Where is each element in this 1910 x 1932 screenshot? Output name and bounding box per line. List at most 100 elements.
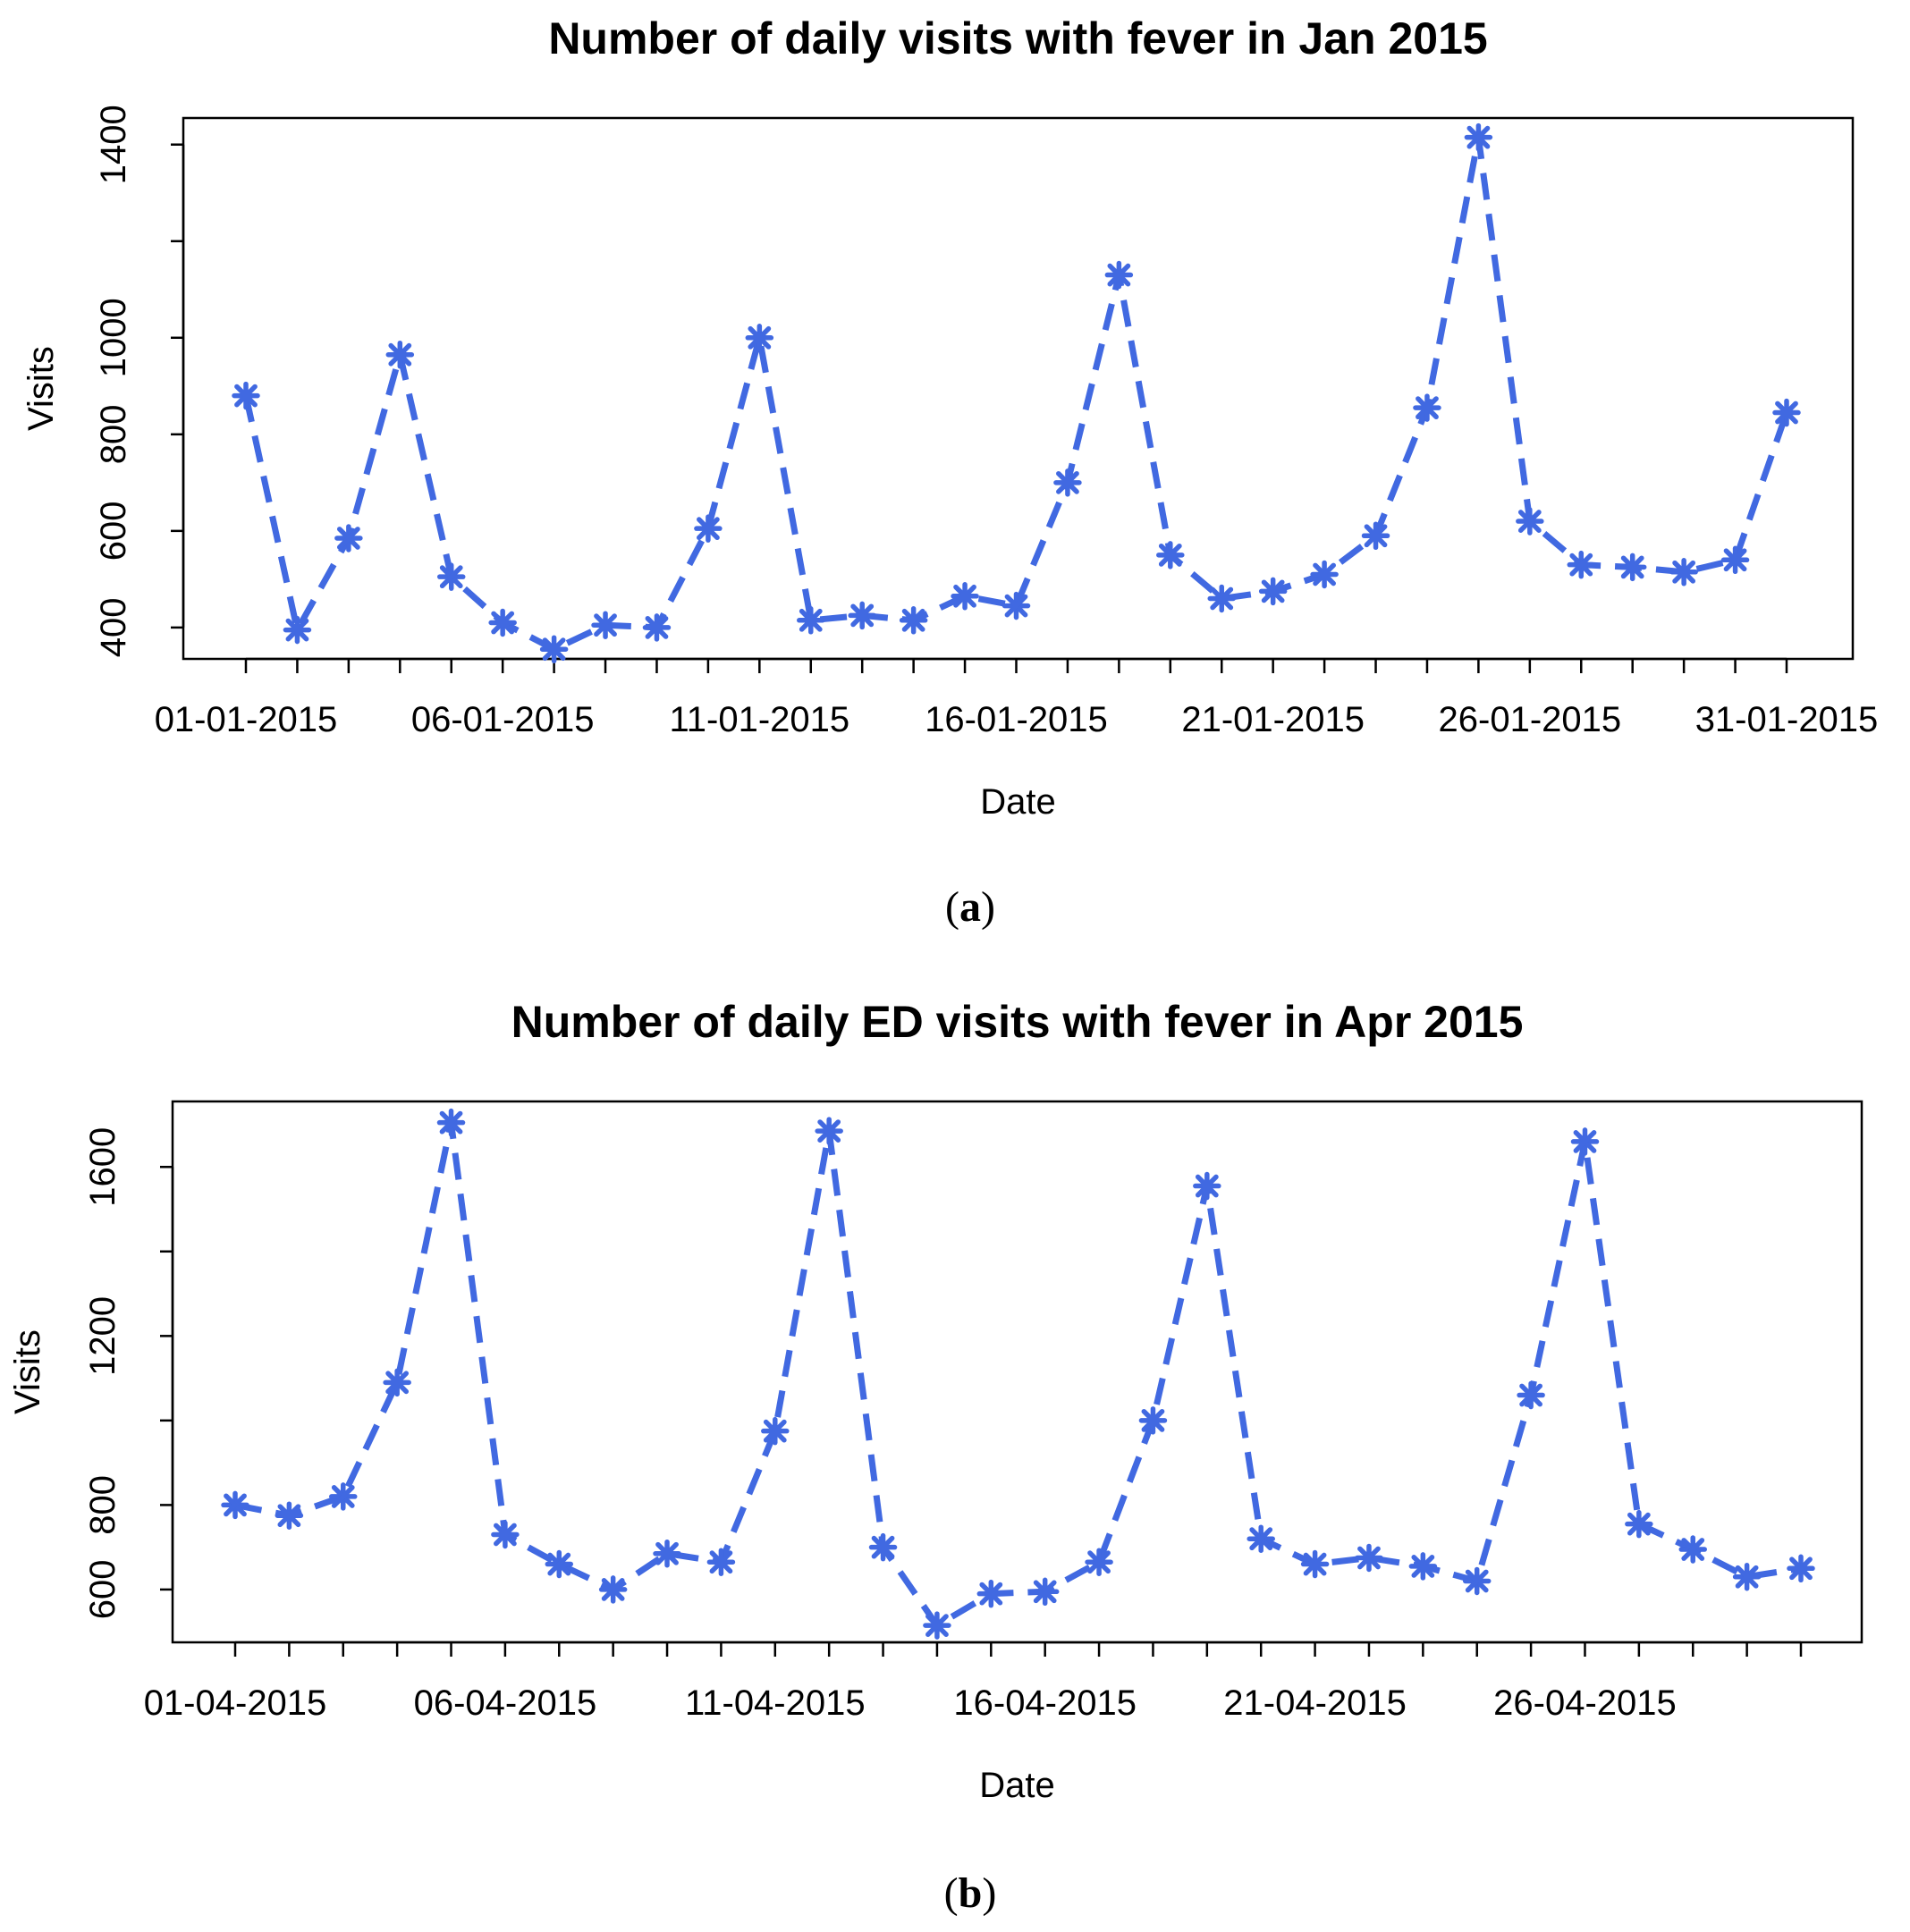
data-point (951, 582, 979, 611)
data-point (545, 1549, 574, 1579)
y-axis: 600 800 1200 1600 (83, 1127, 174, 1620)
y-axis-title: Visits (8, 1329, 47, 1414)
data-point (334, 524, 363, 553)
data-point (1678, 1535, 1707, 1564)
data-point (1625, 1509, 1653, 1539)
panel-label: (a) (945, 883, 995, 931)
data-point (491, 1520, 520, 1549)
data-point (1732, 1562, 1762, 1591)
data-point (1193, 1171, 1221, 1201)
data-point (1408, 1552, 1438, 1581)
y-tick-label: 400 (94, 598, 133, 658)
x-axis-title: Date (979, 1766, 1055, 1805)
data-point (1618, 553, 1647, 582)
data-point (436, 562, 466, 591)
x-tick-label: 31-01-2015 (1695, 700, 1879, 739)
chart-a: Number of daily visits with fever in Jan… (21, 13, 1878, 931)
data-point (1085, 1548, 1113, 1576)
x-tick-label: 11-01-2015 (670, 700, 850, 739)
y-axis-title: Visits (21, 346, 61, 431)
data-point (598, 1575, 628, 1604)
x-tick-label: 01-01-2015 (155, 700, 338, 739)
data-point (899, 606, 928, 635)
data-point (1570, 1127, 1600, 1156)
data-point (1787, 1554, 1815, 1583)
data-point (1669, 558, 1698, 586)
x-tick-label: 16-01-2015 (925, 700, 1108, 739)
data-point (706, 1548, 736, 1576)
y-tick-label: 1600 (83, 1127, 123, 1207)
data-point (436, 1108, 466, 1137)
data-point (329, 1482, 358, 1511)
data-point (1300, 1549, 1330, 1579)
x-tick-label: 21-04-2015 (1223, 1683, 1407, 1723)
data-point (1355, 1543, 1383, 1573)
data-point (976, 1579, 1006, 1608)
x-tick-label: 21-01-2015 (1181, 700, 1365, 739)
y-axis: 400 600 800 1000 1400 (94, 105, 185, 658)
data-point (1156, 541, 1185, 569)
data-point (1772, 398, 1801, 427)
data-point (1361, 521, 1390, 551)
x-axis-title: Date (980, 782, 1056, 822)
x-axis: 01-04-2015 06-04-2015 11-04-2015 16-04-2015… (144, 1641, 1803, 1723)
data-point (1464, 122, 1493, 152)
y-tick-label: 600 (83, 1560, 123, 1620)
y-tick-label: 1200 (83, 1296, 123, 1376)
data-point (1516, 507, 1544, 536)
x-tick-label: 06-01-2015 (411, 700, 595, 739)
data-point (694, 514, 723, 543)
data-point (488, 608, 517, 637)
y-tick-label: 1000 (94, 298, 133, 377)
panel-letter: b (959, 1869, 983, 1917)
data-point (1104, 260, 1134, 290)
data-point (761, 1416, 790, 1446)
data-point (1258, 577, 1288, 606)
data-point (1517, 1380, 1545, 1410)
series-line (234, 1119, 1802, 1629)
x-tick-label: 16-04-2015 (953, 1683, 1137, 1723)
data-point (1720, 545, 1750, 575)
data-point (539, 635, 569, 663)
data-point (653, 1539, 681, 1568)
data-point (1207, 584, 1236, 613)
data-point (1138, 1406, 1168, 1435)
panel-letter: a (959, 883, 981, 931)
y-tick-label: 800 (94, 404, 133, 464)
data-point (797, 606, 825, 635)
data-point (848, 601, 876, 630)
data-point (221, 1490, 249, 1520)
data-point (385, 340, 415, 369)
data-point (275, 1501, 304, 1530)
x-tick-label: 26-01-2015 (1439, 700, 1622, 739)
data-point (1462, 1566, 1492, 1596)
data-point (232, 381, 260, 410)
chart-title: Number of daily visits with fever in Jan… (548, 13, 1487, 63)
y-tick-label: 1400 (94, 105, 133, 184)
data-point (868, 1532, 898, 1562)
x-tick-label: 06-04-2015 (414, 1683, 597, 1723)
x-tick-label: 01-04-2015 (144, 1683, 327, 1723)
data-point (283, 615, 312, 645)
data-point (383, 1368, 411, 1397)
y-tick-label: 600 (94, 501, 133, 561)
x-axis: 01-01-2015 06-01-2015 11-01-2015 16-01-2015… (155, 657, 1879, 739)
data-point (1567, 550, 1596, 579)
data-point (745, 324, 774, 352)
data-point (1247, 1524, 1275, 1553)
y-tick-label: 800 (83, 1475, 123, 1535)
data-point (1053, 468, 1082, 497)
x-tick-label: 11-04-2015 (685, 1683, 866, 1723)
data-point (1310, 560, 1339, 589)
chart-title: Number of daily ED visits with fever in … (511, 997, 1524, 1047)
data-point (815, 1117, 843, 1145)
panel-label: (b) (944, 1869, 997, 1917)
data-point (1030, 1577, 1060, 1607)
chart-b: Number of daily ED visits with fever in … (8, 997, 1864, 1917)
data-point (1001, 591, 1031, 620)
series-visits (221, 1108, 1815, 1640)
series-visits (232, 122, 1801, 663)
data-point (642, 613, 672, 642)
